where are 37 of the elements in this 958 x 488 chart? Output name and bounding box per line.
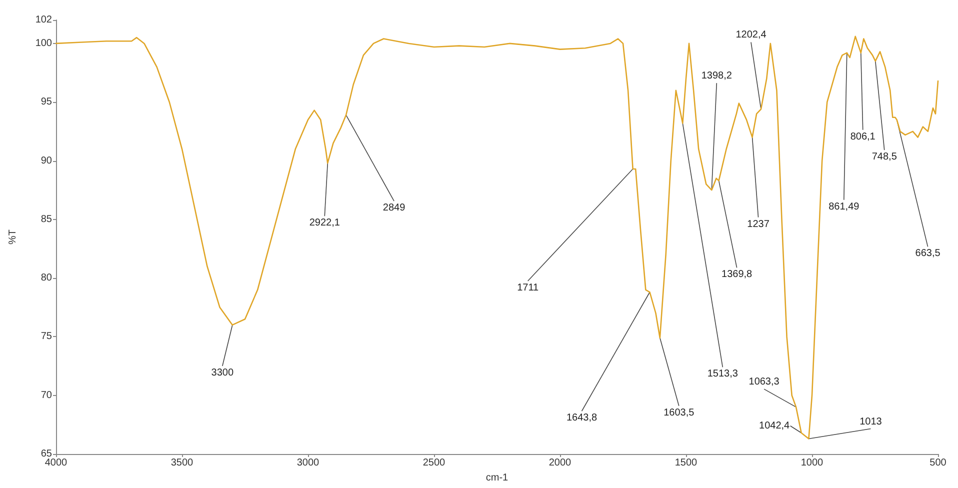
annotation: 2922,1 <box>309 218 340 229</box>
annotation: 1513,3 <box>707 368 738 380</box>
annotation: 861,49 <box>828 201 860 212</box>
x-axis-title: cm-1 <box>486 472 509 484</box>
y-tick-label: 100 <box>35 38 52 49</box>
x-tick-label: 2500 <box>422 458 446 468</box>
x-tick-label: 1500 <box>674 458 698 468</box>
annotation: 1369,8 <box>722 269 753 280</box>
annotation: 1013 <box>860 416 882 428</box>
annotation: 1042,4 <box>759 420 790 432</box>
x-tick-label: 3000 <box>296 458 320 468</box>
annotation: 3300 <box>211 367 234 378</box>
x-tick-label: 500 <box>930 458 947 468</box>
y-tick-label: 90 <box>40 155 52 166</box>
y-tick-label: 102 <box>35 14 52 26</box>
annotation: 1603,5 <box>664 407 695 418</box>
annotation: 1711 <box>517 282 540 294</box>
annotation: 1063,3 <box>748 376 780 388</box>
y-axis-title: %T <box>8 230 18 244</box>
x-tick-label: 1000 <box>800 458 824 468</box>
annotation: 806,1 <box>850 131 876 142</box>
annotation: 748,5 <box>872 152 898 163</box>
y-tick-label: 85 <box>40 214 52 225</box>
y-tick-label: 75 <box>40 331 52 342</box>
annotation: 1237 <box>747 218 770 230</box>
y-tick-label: 95 <box>40 96 52 108</box>
x-tick-label: 4000 <box>44 458 68 468</box>
y-tick-label: 80 <box>40 272 52 284</box>
annotation: 1202,4 <box>736 30 767 41</box>
y-tick-label: 65 <box>40 448 52 460</box>
annotation: 1643,8 <box>566 412 598 424</box>
annotation: 663,5 <box>915 248 941 260</box>
y-tick-label: 70 <box>40 390 52 401</box>
annotation: 2849 <box>382 202 406 214</box>
x-tick-label: 3500 <box>170 458 194 468</box>
annotation: 1398,2 <box>701 70 732 82</box>
x-tick-label: 2000 <box>548 458 572 468</box>
